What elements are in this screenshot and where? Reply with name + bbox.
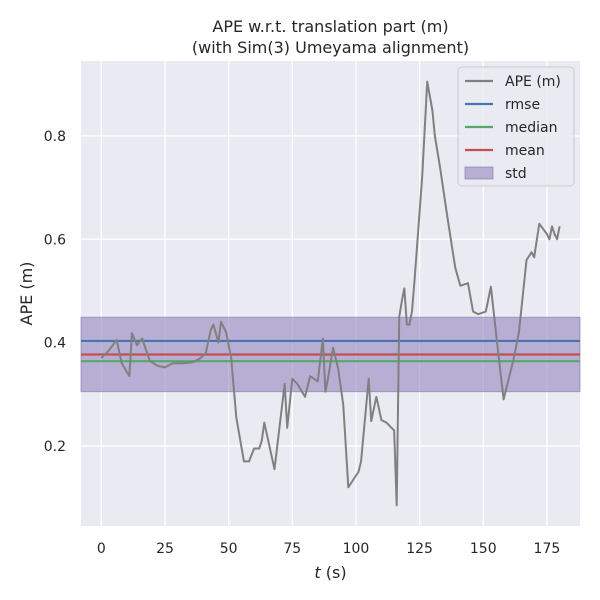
- y-tick-labels: 0.2 0.4 0.6 0.8: [44, 129, 66, 455]
- ape-series-line: [100, 80, 561, 507]
- legend-box: [457, 66, 575, 187]
- x-axis-label-var: t: [314, 563, 321, 582]
- x-tick-label: 100: [343, 541, 370, 557]
- chart-title: APE w.r.t. translation part (m): [212, 17, 448, 36]
- legend-label: rmse: [505, 97, 540, 113]
- chart-subtitle: (with Sim(3) Umeyama alignment): [192, 38, 469, 57]
- legend-swatch-std: [464, 166, 494, 180]
- legend-label: APE (m): [505, 74, 561, 90]
- ape-line-layer: [100, 80, 561, 507]
- x-tick-labels: 0 25 50 75 100 125 150 175: [97, 541, 560, 557]
- x-axis-label-unit: (s): [321, 563, 347, 582]
- x-tick-label: 0: [97, 541, 106, 557]
- y-tick-label: 0.6: [44, 232, 66, 248]
- x-tick-label: 175: [534, 541, 561, 557]
- x-axis-label: t (s): [314, 563, 346, 582]
- x-tick-label: 75: [283, 541, 301, 557]
- x-tick-label: 125: [406, 541, 433, 557]
- legend-label: median: [505, 120, 557, 136]
- legend-label: mean: [505, 143, 545, 159]
- y-axis-label: APE (m): [17, 262, 36, 326]
- x-tick-label: 25: [156, 541, 174, 557]
- legend-label: std: [505, 166, 527, 182]
- legend: APE (m) rmse median mean std: [457, 66, 575, 187]
- x-tick-label: 50: [220, 541, 238, 557]
- y-tick-label: 0.2: [44, 439, 66, 455]
- y-tick-label: 0.8: [44, 129, 66, 145]
- y-tick-label: 0.4: [44, 336, 66, 352]
- x-tick-label: 150: [470, 541, 497, 557]
